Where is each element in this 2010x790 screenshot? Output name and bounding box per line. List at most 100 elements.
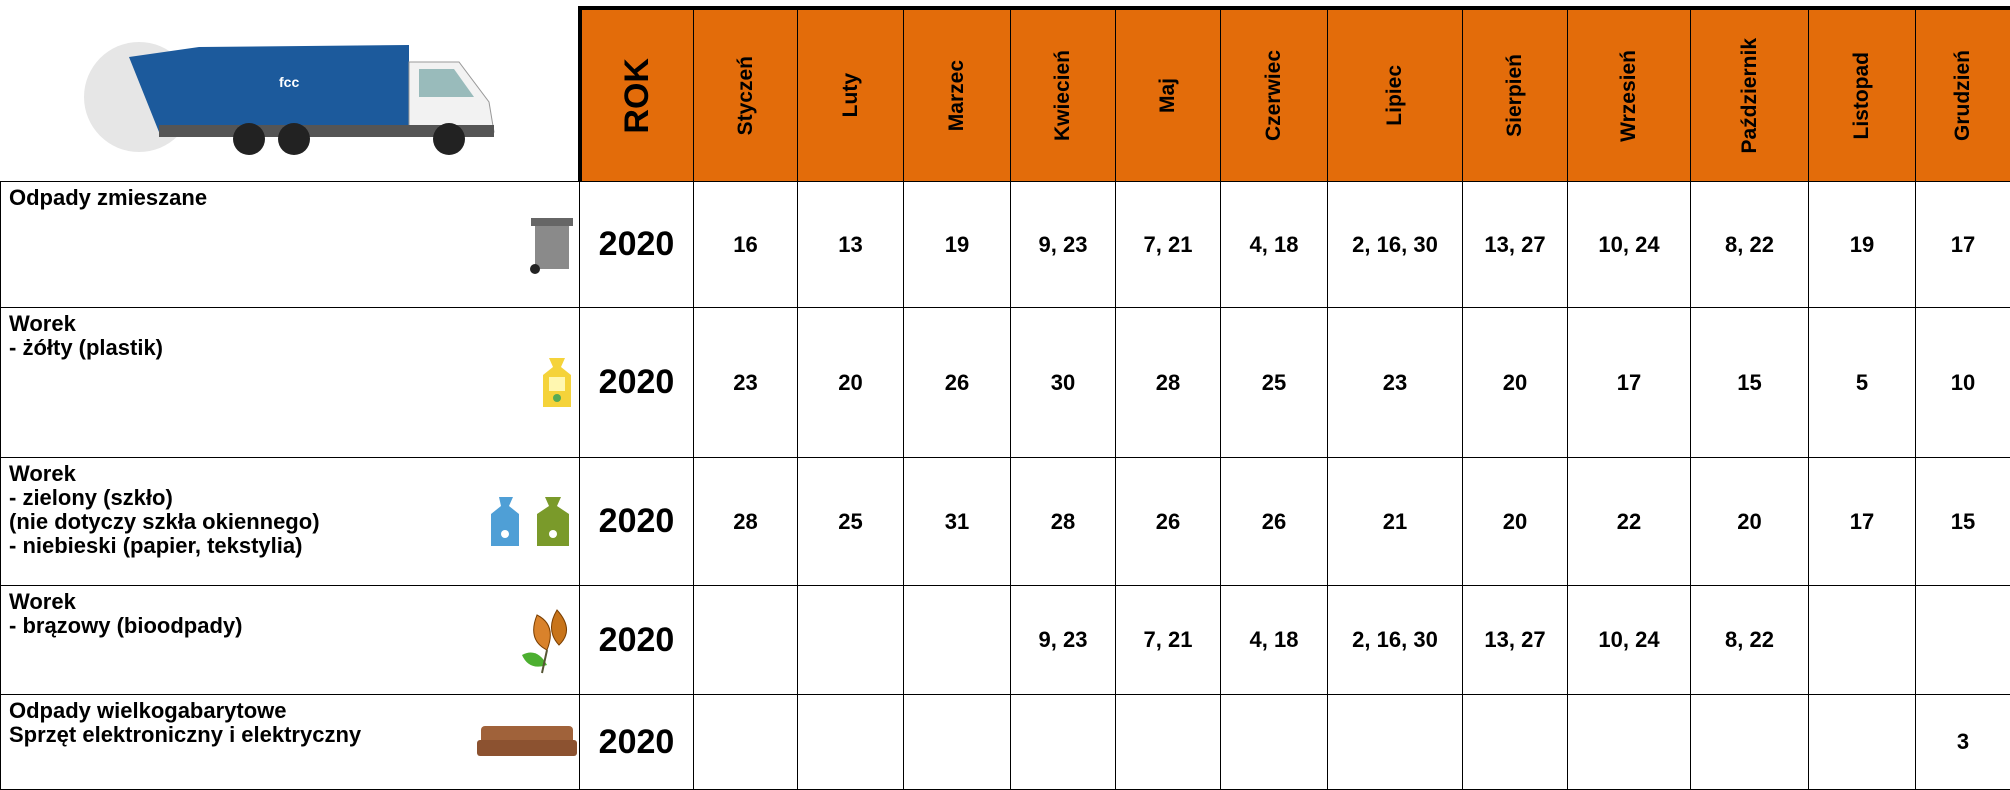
date-cell: [798, 695, 904, 790]
date-cell: 7, 21: [1116, 586, 1221, 695]
date-cell: [1463, 695, 1568, 790]
date-cell: 19: [904, 182, 1011, 308]
svg-text:fcc: fcc: [279, 74, 299, 90]
date-cell: 5: [1809, 308, 1916, 458]
date-cell: 16: [694, 182, 798, 308]
date-cell: 23: [694, 308, 798, 458]
date-cell: 8, 22: [1691, 182, 1809, 308]
year-header-text: ROK: [618, 58, 657, 134]
truck-cell: fcc: [1, 8, 580, 182]
date-cell: 25: [798, 458, 904, 586]
date-cell: 17: [1809, 458, 1916, 586]
date-cell: [1328, 695, 1463, 790]
month-name: Październik: [1738, 38, 1762, 154]
month-name: Sierpień: [1503, 54, 1527, 137]
month-header: Sierpień: [1463, 8, 1568, 182]
date-cell: [1011, 695, 1116, 790]
month-name: Styczeń: [734, 56, 758, 135]
date-cell: [1691, 695, 1809, 790]
date-cell: 20: [1463, 308, 1568, 458]
date-cell: 10: [1916, 308, 2010, 458]
icon: [537, 353, 577, 413]
waste-type-line: - żółty (plastik): [9, 336, 571, 360]
date-cell: 4, 18: [1221, 586, 1328, 695]
year-header: ROK: [580, 8, 694, 182]
waste-type-line: Worek: [9, 590, 571, 614]
icon: [477, 722, 577, 762]
date-cell: 17: [1916, 182, 2010, 308]
date-cell: 4, 18: [1221, 182, 1328, 308]
month-header: Wrzesień: [1568, 8, 1691, 182]
month-name: Luty: [839, 73, 863, 117]
date-cell: 3: [1916, 695, 2010, 790]
date-cell: 9, 23: [1011, 586, 1116, 695]
icon: [517, 605, 577, 675]
month-name: Lipiec: [1383, 65, 1407, 126]
waste-type-cell: Odpady zmieszane: [1, 182, 580, 308]
truck-icon: fcc: [69, 17, 509, 167]
date-cell: [904, 586, 1011, 695]
year-cell: 2020: [580, 695, 694, 790]
date-cell: 20: [1463, 458, 1568, 586]
date-cell: 20: [798, 308, 904, 458]
month-header: Styczeń: [694, 8, 798, 182]
date-cell: 7, 21: [1116, 182, 1221, 308]
date-cell: 26: [904, 308, 1011, 458]
month-header: Marzec: [904, 8, 1011, 182]
month-header: Czerwiec: [1221, 8, 1328, 182]
date-cell: 10, 24: [1568, 586, 1691, 695]
date-cell: 13, 27: [1463, 182, 1568, 308]
date-cell: 26: [1116, 458, 1221, 586]
date-cell: 15: [1691, 308, 1809, 458]
year-cell: 2020: [580, 182, 694, 308]
year-cell: 2020: [580, 308, 694, 458]
waste-type-line: Odpady wielkogabarytowe: [9, 699, 571, 723]
date-cell: [694, 695, 798, 790]
schedule-row: Worek- zielony (szkło)(nie dotyczy szkła…: [1, 458, 2010, 586]
date-cell: [904, 695, 1011, 790]
icon: [527, 215, 577, 275]
date-cell: 13, 27: [1463, 586, 1568, 695]
month-name: Listopad: [1850, 52, 1874, 140]
month-header: Lipiec: [1328, 8, 1463, 182]
month-header: Listopad: [1809, 8, 1916, 182]
waste-type-line: Worek: [9, 312, 571, 336]
waste-type-line: - brązowy (bioodpady): [9, 614, 571, 638]
month-header: Październik: [1691, 8, 1809, 182]
date-cell: [1568, 695, 1691, 790]
date-cell: [1221, 695, 1328, 790]
date-cell: [1116, 695, 1221, 790]
date-cell: 17: [1568, 308, 1691, 458]
month-header: Grudzień: [1916, 8, 2010, 182]
month-header: Luty: [798, 8, 904, 182]
month-name: Czerwiec: [1262, 50, 1286, 141]
waste-type-cell: Worek- brązowy (bioodpady): [1, 586, 580, 695]
month-name: Grudzień: [1951, 50, 1975, 141]
waste-type-line: Worek: [9, 462, 571, 486]
waste-type-line: Odpady zmieszane: [9, 186, 571, 210]
date-cell: 20: [1691, 458, 1809, 586]
month-name: Wrzesień: [1617, 50, 1641, 142]
waste-type-cell: Worek- zielony (szkło)(nie dotyczy szkła…: [1, 458, 580, 586]
date-cell: 30: [1011, 308, 1116, 458]
date-cell: 2, 16, 30: [1328, 586, 1463, 695]
month-header: Kwiecień: [1011, 8, 1116, 182]
year-cell: 2020: [580, 586, 694, 695]
date-cell: [1809, 586, 1916, 695]
date-cell: 13: [798, 182, 904, 308]
date-cell: 28: [694, 458, 798, 586]
date-cell: 23: [1328, 308, 1463, 458]
month-header: Maj: [1116, 8, 1221, 182]
date-cell: 22: [1568, 458, 1691, 586]
date-cell: 25: [1221, 308, 1328, 458]
date-cell: 9, 23: [1011, 182, 1116, 308]
date-cell: 28: [1116, 308, 1221, 458]
